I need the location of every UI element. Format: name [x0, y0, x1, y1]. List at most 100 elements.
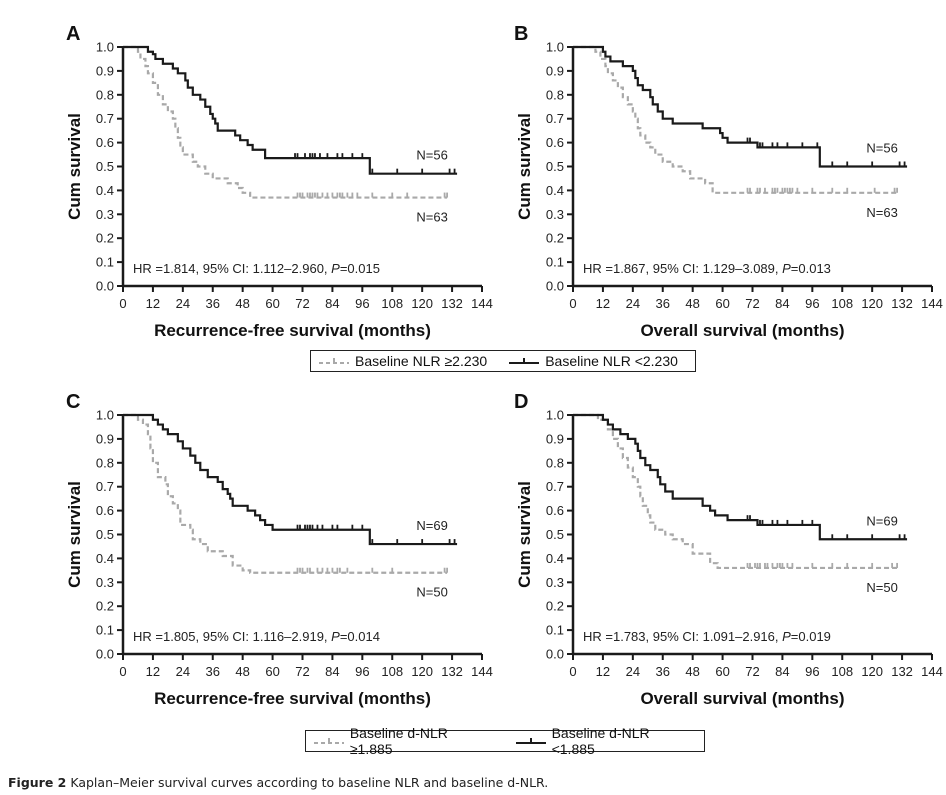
y-tick-label: 0.5 — [96, 527, 114, 542]
caption-label: Figure 2 — [8, 775, 67, 790]
solid-black-line-icon — [515, 738, 546, 744]
panel-letter: B — [514, 23, 528, 45]
hazard-ratio-annotation: HR =1.783, 95% CI: 1.091–2.916, P=0.019 — [583, 629, 831, 644]
survival-curve-high-group — [573, 413, 898, 570]
x-tick-label: 96 — [805, 664, 819, 679]
legend-entry-low-nlr: Baseline NLR <2.230 — [509, 353, 678, 369]
y-tick-label: 0.1 — [96, 623, 114, 638]
y-tick-label: 0.3 — [546, 207, 564, 222]
sample-size-label: N=56 — [866, 141, 897, 156]
y-axis-label: Cum survival — [65, 113, 84, 220]
y-tick-label: 0.1 — [546, 623, 564, 638]
x-tick-label: 24 — [626, 664, 640, 679]
y-axis-label: Cum survival — [65, 481, 84, 588]
y-tick-label: 0.8 — [96, 455, 114, 470]
y-tick-label: 0.2 — [96, 599, 114, 614]
sample-size-label: N=69 — [416, 518, 447, 533]
panel-c: C 0.0 0.1 0.2 0.3 0.4 0.5 0.6 0.7 0.8 0.9 1.0 0 12 24 3… — [65, 391, 493, 708]
x-tick-label: 48 — [685, 296, 699, 311]
x-tick-label: 144 — [921, 296, 943, 311]
y-tick-label: 0.5 — [96, 159, 114, 174]
x-axis-label: Overall survival (months) — [640, 689, 844, 708]
x-tick-label: 60 — [715, 664, 729, 679]
y-axis-label: Cum survival — [515, 481, 534, 588]
y-tick-label: 0.8 — [546, 87, 564, 102]
y-tick-label: 0.3 — [546, 575, 564, 590]
survival-curve-low-group — [123, 413, 458, 546]
sample-size-label: N=56 — [416, 148, 447, 163]
y-tick-label: 0.2 — [546, 599, 564, 614]
y-tick-label: 0.5 — [546, 159, 564, 174]
legend-label: Baseline d-NLR <1.885 — [551, 725, 650, 757]
hazard-ratio-annotation: HR =1.867, 95% CI: 1.129–3.089, P=0.013 — [583, 261, 831, 276]
x-axis-label: Recurrence-free survival (months) — [154, 689, 431, 708]
x-tick-label: 0 — [119, 296, 126, 311]
y-tick-label: 0.0 — [96, 279, 114, 294]
legend-label: Baseline NLR <2.230 — [545, 353, 678, 369]
y-tick-label: 0.9 — [546, 63, 564, 78]
sample-size-label: N=63 — [866, 205, 897, 220]
x-tick-label: 12 — [146, 664, 160, 679]
y-tick-label: 1.0 — [96, 40, 114, 55]
x-tick-label: 120 — [861, 296, 883, 311]
hazard-ratio-annotation: HR =1.814, 95% CI: 1.112–2.960, P=0.015 — [133, 261, 380, 276]
y-tick-label: 1.0 — [96, 408, 114, 423]
panel-b: B 0.0 0.1 0.2 0.3 0.4 0.5 0.6 0.7 0.8 0.9 1.0 0 12 24 3… — [514, 23, 943, 340]
x-tick-label: 72 — [745, 664, 759, 679]
x-tick-label: 60 — [715, 296, 729, 311]
y-tick-label: 0.8 — [546, 455, 564, 470]
y-tick-label: 0.4 — [546, 183, 564, 198]
x-tick-label: 96 — [355, 296, 369, 311]
y-tick-label: 0.7 — [96, 479, 114, 494]
y-axis-label: Cum survival — [515, 113, 534, 220]
y-tick-label: 0.1 — [546, 255, 564, 270]
y-tick-label: 0.4 — [546, 551, 564, 566]
x-tick-label: 24 — [626, 296, 640, 311]
x-tick-label: 36 — [656, 296, 670, 311]
panel-letter: D — [514, 391, 528, 413]
x-tick-label: 48 — [235, 296, 249, 311]
x-tick-label: 48 — [235, 664, 249, 679]
x-tick-label: 60 — [265, 296, 279, 311]
x-tick-label: 84 — [325, 664, 339, 679]
x-tick-label: 108 — [381, 664, 403, 679]
sample-size-label: N=50 — [416, 585, 447, 600]
x-tick-label: 48 — [685, 664, 699, 679]
x-tick-label: 96 — [355, 664, 369, 679]
x-tick-label: 72 — [295, 296, 309, 311]
x-tick-label: 0 — [569, 296, 576, 311]
survival-curve-high-group — [573, 45, 898, 194]
y-tick-label: 0.0 — [546, 279, 564, 294]
y-tick-label: 0.4 — [96, 183, 114, 198]
x-tick-label: 120 — [861, 664, 883, 679]
x-tick-label: 36 — [206, 664, 220, 679]
y-tick-label: 0.2 — [96, 231, 114, 246]
x-tick-label: 72 — [745, 296, 759, 311]
sample-size-label: N=69 — [866, 513, 897, 528]
x-axis-label: Recurrence-free survival (months) — [154, 321, 431, 340]
y-tick-label: 1.0 — [546, 40, 564, 55]
y-tick-label: 0.4 — [96, 551, 114, 566]
y-tick-label: 0.9 — [546, 431, 564, 446]
caption-text: Kaplan–Meier survival curves according t… — [70, 775, 549, 790]
dashed-gray-line-icon — [319, 358, 349, 364]
legend-label: Baseline NLR ≥2.230 — [355, 353, 488, 369]
survival-curve-low-group — [573, 45, 908, 168]
x-tick-label: 84 — [775, 296, 789, 311]
y-tick-label: 0.3 — [96, 207, 114, 222]
x-tick-label: 84 — [325, 296, 339, 311]
survival-curve-high-group — [123, 413, 448, 574]
x-tick-label: 108 — [831, 296, 853, 311]
legend-entry-high-dnlr: Baseline d-NLR ≥1.885 — [314, 725, 494, 757]
x-tick-label: 108 — [381, 296, 403, 311]
y-tick-label: 0.7 — [546, 479, 564, 494]
solid-black-line-icon — [509, 358, 540, 364]
y-tick-label: 1.0 — [546, 408, 564, 423]
x-tick-label: 12 — [146, 296, 160, 311]
survival-curve-high-group — [123, 45, 448, 199]
y-tick-label: 0.0 — [96, 647, 114, 662]
y-tick-label: 0.8 — [96, 87, 114, 102]
sample-size-label: N=50 — [866, 580, 897, 595]
x-tick-label: 144 — [471, 664, 493, 679]
x-tick-label: 132 — [891, 664, 913, 679]
